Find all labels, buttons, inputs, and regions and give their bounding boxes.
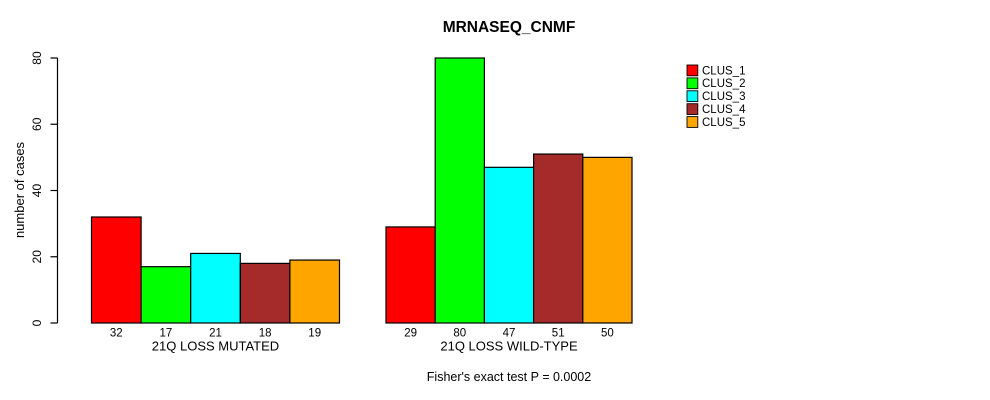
y-axis-label: number of cases — [12, 141, 27, 238]
bar-clus_3 — [483, 166, 535, 324]
legend-label: CLUS_1 — [702, 65, 745, 77]
bar-value-label: 50 — [601, 328, 614, 340]
legend-swatch-clus_1 — [686, 64, 699, 77]
bar-value-label: 51 — [552, 328, 565, 340]
y-tick-label: 40 — [30, 184, 44, 198]
bar-value-label: 19 — [308, 328, 321, 340]
legend-label: CLUS_2 — [702, 78, 745, 90]
legend-label: CLUS_3 — [702, 91, 745, 103]
bar-clus_5 — [582, 156, 633, 324]
legend-label: CLUS_4 — [702, 104, 746, 116]
legend-swatch-clus_5 — [686, 116, 699, 128]
bar-value-label: 21 — [209, 328, 222, 340]
bar-value-label: 29 — [404, 328, 417, 340]
bar-clus_4 — [239, 262, 291, 324]
legend-swatch-clus_4 — [686, 103, 699, 115]
bar-clus_3 — [190, 252, 241, 324]
bar-groups: 32 17 21 18 19 21Q LOSS MUTATED 29 80 47 51 50 21Q … — [90, 57, 633, 354]
bar-clus_2 — [140, 266, 192, 324]
group-label: 21Q LOSS WILD-TYPE — [440, 339, 578, 354]
bar-value-label: 17 — [160, 328, 173, 340]
legend-label: CLUS_5 — [702, 117, 745, 129]
bar-value-label: 18 — [259, 328, 272, 340]
bar-value-label: 32 — [110, 328, 123, 340]
bar-clus_4 — [532, 153, 584, 324]
y-axis: 0 20 40 60 80 — [30, 51, 59, 326]
chart-title: MRNASEQ_CNMF — [443, 19, 576, 36]
legend-swatch-clus_2 — [686, 77, 699, 90]
caption: Fisher's exact test P = 0.0002 — [427, 370, 591, 384]
bar-clus_5 — [289, 259, 341, 324]
y-tick-label: 80 — [30, 51, 44, 65]
y-tick-label: 0 — [30, 319, 44, 326]
y-tick-label: 20 — [30, 250, 44, 264]
legend-swatch-clus_3 — [686, 90, 699, 103]
bar-clus_2 — [434, 57, 486, 324]
bar-value-label: 80 — [453, 328, 466, 340]
group-label: 21Q LOSS MUTATED — [152, 339, 279, 354]
bar-value-label: 47 — [503, 328, 516, 340]
bar-clus_1 — [385, 226, 436, 324]
y-tick-label: 60 — [30, 117, 44, 131]
bar-clus_1 — [90, 216, 142, 324]
